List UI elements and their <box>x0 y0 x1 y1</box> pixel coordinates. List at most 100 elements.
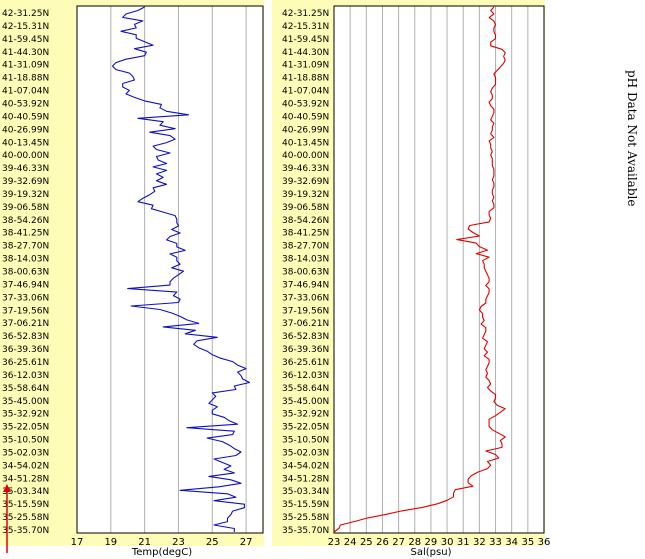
salinity-x-tick-label: 31 <box>457 537 470 548</box>
temperature-y-tick-label: 40-40.59N <box>2 112 49 122</box>
salinity-y-tick-label: 42-31.25N <box>282 9 329 19</box>
salinity-plot-area <box>333 5 545 534</box>
ph-unavailable-note: pH Data Not Available <box>625 70 639 206</box>
temperature-x-tick-label: 27 <box>240 537 253 548</box>
temperature-y-tick-label: 35-25.58N <box>2 513 49 523</box>
temperature-x-tick-label: 23 <box>172 537 185 548</box>
salinity-x-tick-label: 32 <box>473 537 486 548</box>
temperature-y-tick-label: 35-15.59N <box>2 500 49 510</box>
temperature-y-tick-label: 41-44.30N <box>2 48 49 58</box>
salinity-y-tick-label: 35-03.34N <box>282 487 329 497</box>
salinity-x-tick-label: 28 <box>408 537 421 548</box>
salinity-y-tick-label: 41-18.88N <box>282 74 329 84</box>
salinity-y-tick-label: 39-06.58N <box>282 203 329 213</box>
salinity-y-tick-label: 39-46.33N <box>282 164 329 174</box>
salinity-chart: 23 24 25 26 27 28 29 30 31 32 33 34 35 36 42-31.25N 42-… <box>282 5 550 558</box>
salinity-y-tick-label: 39-19.32N <box>282 190 329 200</box>
temperature-x-tick-label: 25 <box>206 537 219 548</box>
temperature-y-tick-label: 35-58.64N <box>2 384 49 394</box>
salinity-series-line <box>333 6 506 533</box>
salinity-y-tick-label: 34-51.28N <box>282 474 329 484</box>
salinity-y-tick-label: 36-12.03N <box>282 371 329 381</box>
temperature-y-tick-label: 40-13.45N <box>2 138 49 148</box>
temperature-y-tick-label: 37-06.21N <box>2 319 49 329</box>
temperature-y-tick-label: 36-25.61N <box>2 358 49 368</box>
salinity-y-tick-label: 35-45.00N <box>282 397 329 407</box>
temperature-y-tick-label: 38-54.26N <box>2 216 49 226</box>
salinity-y-tick-label: 41-44.30N <box>282 48 329 58</box>
salinity-y-tick-label: 40-40.59N <box>282 112 329 122</box>
temperature-y-tick-label: 40-26.99N <box>2 125 49 135</box>
salinity-y-tick-label: 34-54.02N <box>282 461 329 471</box>
salinity-y-tick-label: 39-32.69N <box>282 177 329 187</box>
temperature-y-tick-label: 35-35.70N <box>2 526 49 536</box>
salinity-y-tick-label: 40-26.99N <box>282 125 329 135</box>
salinity-y-tick-label: 35-15.59N <box>282 500 329 510</box>
temperature-y-tick-label: 42-31.25N <box>2 9 49 19</box>
temperature-x-tick-label: 21 <box>138 537 151 548</box>
salinity-y-tick-label: 37-33.06N <box>282 293 329 303</box>
temperature-x-tick-label: 17 <box>71 537 84 548</box>
temperature-y-tick-label: 35-22.05N <box>2 423 49 433</box>
up-arrow-icon <box>3 484 11 553</box>
salinity-x-tick-label: 33 <box>489 537 502 548</box>
temperature-y-tick-label: 42-15.31N <box>2 22 49 32</box>
temperature-y-tick-label: 35-45.00N <box>2 397 49 407</box>
temperature-y-tick-label: 38-41.25N <box>2 229 49 239</box>
salinity-y-tick-label: 37-19.56N <box>282 306 329 316</box>
temperature-y-tick-label: 39-46.33N <box>2 164 49 174</box>
salinity-y-tick-label: 41-59.45N <box>282 35 329 45</box>
salinity-y-tick-label: 38-00.63N <box>282 268 329 278</box>
salinity-y-tick-label: 35-10.50N <box>282 436 329 446</box>
temperature-y-tick-label: 36-52.83N <box>2 332 49 342</box>
salinity-y-tick-label: 35-22.05N <box>282 423 329 433</box>
salinity-y-tick-label: 40-13.45N <box>282 138 329 148</box>
salinity-y-tick-label: 41-07.04N <box>282 87 329 97</box>
salinity-x-tick-label: 30 <box>441 537 454 548</box>
temperature-y-tick-label: 41-59.45N <box>2 35 49 45</box>
temperature-y-tick-label: 41-07.04N <box>2 87 49 97</box>
temperature-y-tick-label: 36-12.03N <box>2 371 49 381</box>
temperature-y-tick-label: 35-02.03N <box>2 448 49 458</box>
temperature-plot-border <box>76 5 264 534</box>
salinity-x-tick-label: 24 <box>344 537 357 548</box>
salinity-x-tick-label: 35 <box>521 537 534 548</box>
salinity-y-tick-label: 37-06.21N <box>282 319 329 329</box>
salinity-y-tick-label: 35-02.03N <box>282 448 329 458</box>
temperature-y-tick-label: 39-06.58N <box>2 203 49 213</box>
temperature-y-tick-label: 35-03.34N <box>2 487 49 497</box>
temperature-y-tick-label: 41-18.88N <box>2 74 49 84</box>
temperature-y-tick-label: 36-39.36N <box>2 345 49 355</box>
temperature-y-tick-label: 35-10.50N <box>2 436 49 446</box>
temperature-chart: 17 19 21 23 25 27 42-31.25N 42-15.31N 41-59.45N 4… <box>2 5 264 558</box>
salinity-y-tick-label: 35-25.58N <box>282 513 329 523</box>
temperature-y-tick-label: 37-46.94N <box>2 280 49 290</box>
temperature-x-axis-title: Temp(degC) <box>131 547 192 558</box>
salinity-x-tick-label: 34 <box>505 537 518 548</box>
temperature-y-tick-label: 37-33.06N <box>2 293 49 303</box>
salinity-x-axis-title: Sal(psu) <box>411 547 452 558</box>
salinity-x-tick-label: 23 <box>328 537 341 548</box>
salinity-y-tick-label: 38-54.26N <box>282 216 329 226</box>
temperature-y-tick-label: 38-14.03N <box>2 255 49 265</box>
temperature-x-tick-label: 19 <box>104 537 117 548</box>
temperature-y-tick-label: 38-00.63N <box>2 268 49 278</box>
salinity-y-tick-label: 36-52.83N <box>282 332 329 342</box>
temperature-series-line <box>111 6 251 532</box>
salinity-y-tick-label: 42-15.31N <box>282 22 329 32</box>
temperature-y-tick-label: 34-51.28N <box>2 474 49 484</box>
temperature-plot-area <box>76 5 264 534</box>
temperature-y-tick-label: 39-32.69N <box>2 177 49 187</box>
salinity-x-tick-label: 26 <box>376 537 389 548</box>
salinity-x-tick-label: 29 <box>425 537 438 548</box>
salinity-y-tick-label: 36-25.61N <box>282 358 329 368</box>
temperature-y-tick-label: 40-53.92N <box>2 99 49 109</box>
salinity-x-tick-label: 27 <box>392 537 405 548</box>
salinity-y-tick-label: 35-32.92N <box>282 410 329 420</box>
temperature-y-tick-label: 41-31.09N <box>2 61 49 71</box>
temperature-y-tick-label: 34-54.02N <box>2 461 49 471</box>
salinity-y-tick-label: 35-58.64N <box>282 384 329 394</box>
temperature-y-tick-label: 39-19.32N <box>2 190 49 200</box>
temperature-y-tick-label: 38-27.70N <box>2 242 49 252</box>
